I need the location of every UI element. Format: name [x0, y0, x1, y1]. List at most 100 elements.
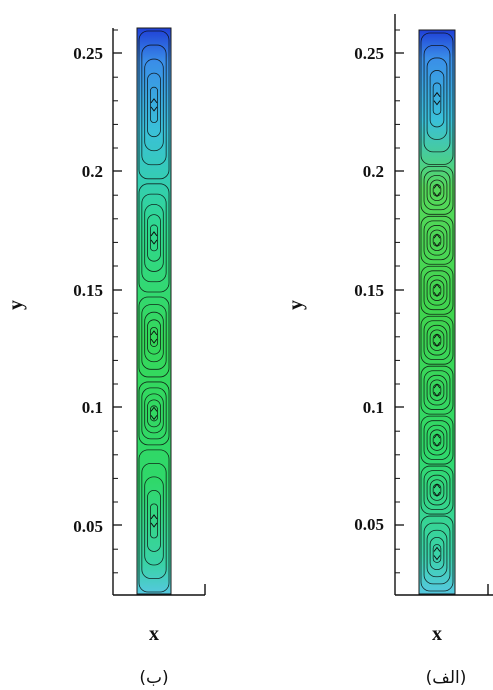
- panel-b-streamline: [144, 393, 164, 434]
- panel-alef-streamline: [420, 465, 454, 515]
- panel-b-streamline: [141, 193, 167, 283]
- panel-alef-flow-arrow: [433, 91, 441, 97]
- panel-b-streamline: [144, 58, 164, 152]
- panel-b-caption: (ب): [139, 668, 168, 688]
- panel-alef-flow-arrow: [433, 491, 441, 497]
- panel-b-streamlines: [138, 30, 170, 593]
- panel-alef-streamline: [423, 470, 451, 510]
- panel-alef-y-ticks: [395, 29, 404, 574]
- panel-b-streamline: [141, 44, 167, 166]
- panel-alef-flow-arrow: [433, 441, 441, 447]
- panel-alef-streamline: [426, 374, 448, 406]
- panel-b-flow-arrow: [150, 330, 158, 336]
- panel-b-ytick-0.25: 0.25: [73, 44, 103, 63]
- panel-b: 0.25 0.2 0.15 0.1 0.05 y x (ب): [5, 27, 206, 688]
- panel-b-streamline: [144, 311, 164, 363]
- panel-alef-streamline: [420, 315, 454, 365]
- panel-b-streamline: [144, 476, 164, 566]
- panel-b-vortex-cell: [138, 381, 170, 446]
- panel-alef-streamline: [426, 57, 448, 140]
- panel-alef-streamline: [420, 365, 454, 415]
- panel-alef-vortex-cell: [420, 465, 454, 515]
- panel-alef-streamline: [426, 529, 448, 578]
- panel-b-streamline: [147, 214, 161, 262]
- panel-alef-flow-arrow: [433, 183, 441, 189]
- panel-alef-streamline: [423, 420, 451, 460]
- panel-alef-streamline: [420, 32, 454, 165]
- panel-alef-streamline: [429, 229, 445, 252]
- panel-b-streamline: [147, 72, 161, 138]
- panel-b-streamline: [149, 503, 158, 539]
- panel-alef-flow-arrow: [433, 341, 441, 347]
- panel-alef-flow-arrow: [433, 233, 441, 239]
- panel-alef-streamline: [420, 265, 454, 315]
- panel-alef-vortex-cell: [420, 215, 454, 265]
- panel-alef-streamline: [429, 479, 445, 501]
- panel-b-streamline: [149, 405, 158, 422]
- panel-alef-x-axis-title: x: [432, 623, 442, 645]
- panel-alef-streamlines: [420, 32, 454, 592]
- panel-alef-vortex-cell: [420, 165, 454, 215]
- panel-alef-flow-arrow: [433, 383, 441, 389]
- panel-b-axes: [112, 28, 206, 596]
- panel-alef-streamline: [426, 225, 448, 256]
- panel-b-flow-arrow: [150, 239, 158, 245]
- panel-alef-streamline: [423, 220, 451, 261]
- panel-alef-flow-arrow: [433, 546, 441, 552]
- panel-alef-vortex-cell: [420, 415, 454, 465]
- panel-b-flow-arrow: [150, 98, 158, 104]
- panel-b-vortex-cell: [138, 183, 170, 293]
- panel-b-streamline: [147, 399, 161, 428]
- panel-b-streamline: [149, 326, 158, 347]
- panel-alef-ytick-0.25: 0.25: [354, 44, 384, 63]
- panel-b-streamline: [138, 449, 170, 593]
- panel-alef-streamline: [429, 279, 445, 301]
- panel-alef-vortex-cell: [420, 315, 454, 365]
- panel-b-streamline: [149, 86, 158, 124]
- panel-alef-ytick-0.05: 0.05: [354, 515, 384, 534]
- panel-alef-flow-arrow: [433, 555, 441, 561]
- panel-alef-flow-arrow: [433, 283, 441, 289]
- panel-alef-axes: [394, 14, 493, 596]
- panel-b-flow-arrow: [150, 514, 158, 520]
- panel-b-streamline: [138, 296, 170, 378]
- panel-alef-streamline: [420, 415, 454, 465]
- panel-alef-vortex-cell: [420, 265, 454, 315]
- panel-alef-streamline: [423, 270, 451, 311]
- panel-b-flow-arrow: [150, 338, 158, 344]
- panel-b-ytick-0.05: 0.05: [73, 517, 103, 536]
- panel-b-streamline: [144, 203, 164, 272]
- panel-alef-flow-arrow: [433, 333, 441, 339]
- panel-alef-flow-arrow: [433, 391, 441, 397]
- panel-alef-y-axis-title: y: [285, 300, 307, 310]
- panel-b-streamline: [138, 381, 170, 446]
- panel-alef-streamline: [429, 537, 445, 571]
- panel-alef-streamline: [429, 379, 445, 401]
- panel-alef-streamline: [426, 474, 448, 506]
- panel-alef-flow-arrow: [433, 291, 441, 297]
- panel-alef-streamline: [429, 429, 445, 451]
- panel-alef-streamline: [432, 544, 442, 563]
- panel-b-vortex-cell: [138, 449, 170, 593]
- panel-alef-streamline: [429, 179, 445, 202]
- panel-b-streamline: [147, 319, 161, 355]
- panel-b-flow-arrow: [150, 231, 158, 237]
- panel-b-ytick-0.15: 0.15: [73, 281, 103, 300]
- panel-alef-streamline: [420, 515, 454, 592]
- panel-alef-streamline: [423, 370, 451, 410]
- panel-alef-flow-arrow: [433, 242, 441, 248]
- panel-alef-streamline: [429, 70, 445, 128]
- panel-alef-streamline: [426, 324, 448, 356]
- panel-alef: 0.25 0.2 0.15 0.1 0.05 y x (الف): [285, 14, 493, 688]
- panel-b-vortex-cell: [138, 30, 170, 180]
- panel-alef-streamline: [432, 82, 442, 115]
- panel-b-streamline: [147, 489, 161, 552]
- panel-alef-ytick-0.15: 0.15: [354, 281, 384, 300]
- panel-alef-caption: (الف): [426, 668, 467, 688]
- panel-alef-streamline: [420, 215, 454, 265]
- panel-b-flow-arrow: [150, 415, 158, 421]
- panel-b-streamline: [141, 304, 167, 370]
- panel-b-streamline: [141, 387, 167, 440]
- panel-b-streamline: [138, 183, 170, 293]
